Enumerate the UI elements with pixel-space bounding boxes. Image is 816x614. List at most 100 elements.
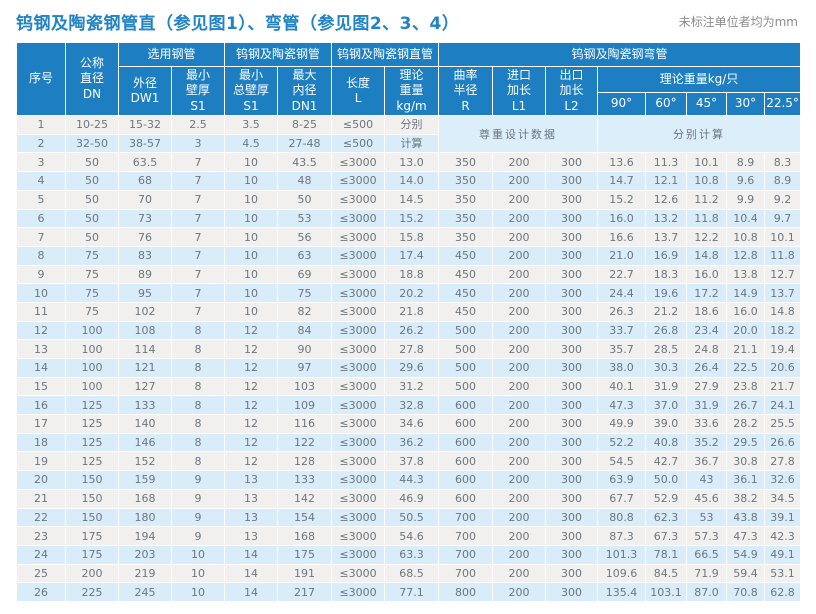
table-cell: 10 [224,264,279,285]
table-cell: 8 [170,339,226,360]
table-row: 8 75 83 7 10 63 ≤3000 17.4 450 200 300 21.0 16.9 14.8… [16,245,802,266]
table-row: 11 75 102 7 10 82 ≤3000 21.8 450 200 300 26.3 21.2 18… [16,301,802,322]
table-cell: 18.8 [384,264,440,285]
table-cell: ≤3000 [331,358,386,378]
table-cell: 200 [492,395,547,416]
table-cell: 27.8 [384,339,440,360]
table-cell: 49.1 [764,544,802,565]
table-cell: 10.4 [726,208,766,229]
table-cell: 31.2 [384,376,440,397]
table-row: 17 125 140 8 12 116 ≤3000 34.6 600 200 300 49.9 39.0… [16,414,802,434]
table-cell: 50 [277,189,333,210]
table-cell: 600 [438,488,494,509]
table-cell: 13 [224,507,279,528]
col-header-outlet-ext-l2: 出口 加长 L2 [545,65,599,117]
table-cell: 20.2 [384,283,440,303]
table-cell: 3.5 [224,115,279,135]
table-cell: 600 [438,414,494,434]
table-cell: 67.3 [645,526,688,546]
table-cell: 52.9 [645,488,688,509]
table-cell: 52.2 [597,432,647,453]
table-cell: 300 [545,208,599,229]
table-cell: 75 [65,245,119,266]
table-cell: 700 [438,507,494,528]
table-cell: 24.4 [597,283,647,303]
table-cell: 200 [492,358,547,378]
table-cell: 12 [224,339,279,360]
col-header-max-inner-dia-dn1: 最大 内径 DN1 [277,65,333,117]
table-cell: 9.7 [764,208,802,229]
table-cell: 8.3 [764,152,802,173]
table-cell: 12 [224,376,279,397]
table-cell: ≤3000 [331,563,386,584]
table-cell: 21.8 [384,301,440,322]
table-cell: 13.6 [597,152,647,173]
table-cell: 20 [16,470,66,490]
table-cell: 14 [224,582,279,602]
table-row: 9 75 89 7 10 69 ≤3000 18.8 450 200 300 22.7 18.3 16.0… [16,264,802,285]
table-cell: 3 [170,133,226,154]
table-cell: 9 [170,488,226,509]
table-cell: 300 [545,227,599,247]
table-cell: ≤3000 [331,301,386,322]
table-cell: 300 [545,264,599,285]
table-cell: ≤3000 [331,152,386,173]
table-cell: 135.4 [597,582,647,602]
table-cell: ≤3000 [331,283,386,303]
table-cell: 47.3 [726,526,766,546]
table-cell: 13.2 [645,208,688,229]
table-cell: 1 [16,115,66,135]
table-cell: 300 [545,301,599,322]
table-cell: 300 [545,507,599,528]
table-cell: 13 [224,526,279,546]
table-cell: 50.5 [384,507,440,528]
table-cell: 10 [170,563,226,584]
table-cell: 40.1 [597,376,647,397]
table-cell: 15.2 [384,208,440,229]
table-cell: 26.8 [645,320,688,341]
table-cell: 16 [16,395,66,416]
table-cell: 50 [65,171,119,191]
page-title: 钨钢及陶瓷钢管直（参见图1）、弯管（参见图2、3、4） [16,14,460,34]
table-cell: 13 [16,339,66,360]
table-cell: 10.1 [764,227,802,247]
table-cell: 7 [170,245,226,266]
table-cell: 121 [118,358,172,378]
table-cell: 35.2 [686,432,728,453]
table-cell: ≤3000 [331,245,386,266]
table-cell: 15 [16,376,66,397]
table-cell: 63.5 [118,152,172,173]
table-cell: 300 [545,582,599,602]
table-cell: 36.1 [726,470,766,490]
table-cell: 18.6 [686,301,728,322]
table-cell: 152 [118,451,172,472]
table-cell: 200 [492,283,547,303]
table-cell: 225 [65,582,119,602]
table-cell: 30.3 [645,358,688,378]
col-header-dn: 公称 直径 DN [65,41,119,117]
table-cell: 54.5 [597,451,647,472]
table-cell: 450 [438,301,494,322]
header-row-columns: 外径 DW1 最小 壁厚 S1 最小 总壁厚 S1 最大 内径 DN1 长度 L… [17,65,802,117]
table-cell: 50 [65,227,119,247]
table-cell: 300 [545,358,599,378]
table-row: 6 50 73 7 10 53 ≤3000 15.2 350 200 300 16.0 13.2 11.8… [16,208,802,229]
table-cell: 191 [277,563,333,584]
table-cell: 25.5 [764,414,802,434]
table-cell: 75 [277,283,333,303]
table-cell: 200 [492,189,547,210]
table-cell: 13.7 [764,283,802,303]
table-cell: 300 [545,432,599,453]
table-cell: 分别 [384,115,440,135]
table-cell: 14 [16,358,66,378]
table-cell: 103.1 [645,582,688,602]
table-cell: 8 [16,245,66,266]
table-cell: 11.8 [686,208,728,229]
table-cell: 77.1 [384,582,440,602]
table-cell: 16.9 [645,245,688,266]
table-cell: 38-57 [118,133,172,154]
table-cell: 12.6 [645,189,688,210]
table-cell: 24.8 [686,339,728,360]
table-cell: 7 [170,283,226,303]
table-cell: 13.8 [726,264,766,285]
